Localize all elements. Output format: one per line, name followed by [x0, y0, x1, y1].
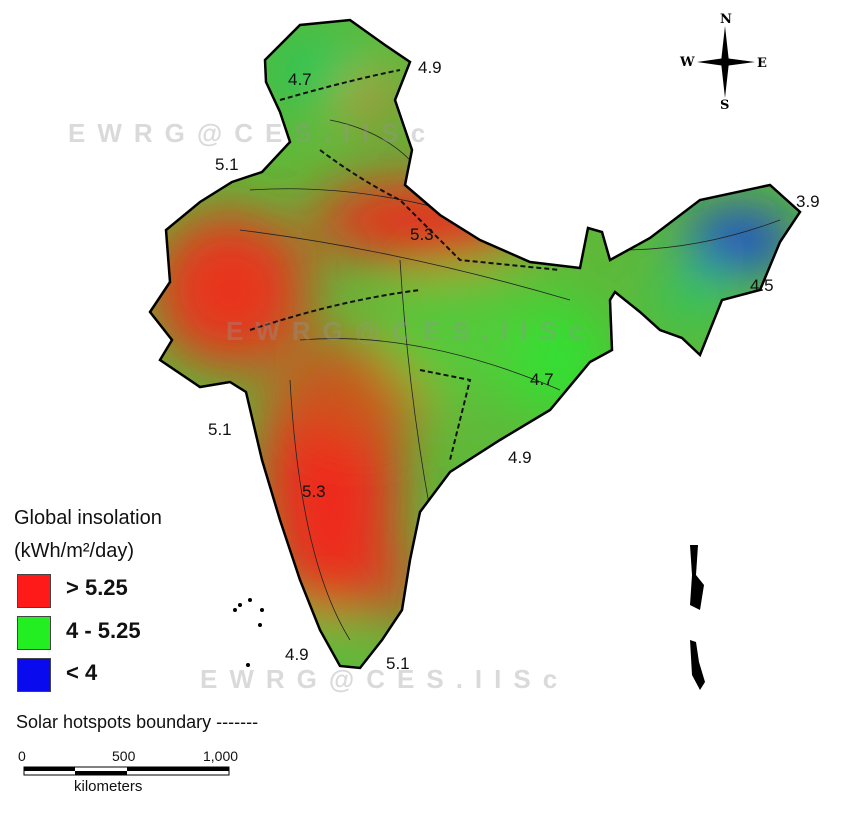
contour-label: 5.3 — [302, 482, 326, 501]
legend-label-low: < 4 — [66, 660, 98, 685]
contour-label: 4.9 — [508, 448, 532, 467]
contour-label: 4.7 — [530, 370, 554, 389]
contour-label: 5.1 — [215, 155, 239, 174]
scale-unit: kilometers — [74, 778, 143, 795]
contour-label: 5.3 — [410, 225, 434, 244]
islands — [233, 545, 705, 690]
scale-tick: 0 — [18, 748, 26, 764]
contour-label: 4.9 — [285, 645, 309, 664]
watermark: EWRG@CES.IISc — [226, 316, 596, 346]
scale-bar — [23, 766, 230, 776]
compass-east: E — [757, 56, 767, 71]
compass-south: S — [720, 98, 730, 113]
compass-west: W — [680, 55, 695, 70]
contour-label: 5.1 — [208, 420, 232, 439]
legend-unit: (kWh/m²/day) — [14, 540, 134, 562]
legend-label-high: > 5.25 — [66, 575, 128, 600]
legend-swatch-high — [17, 574, 51, 608]
legend-swatch-medium — [17, 616, 51, 650]
legend-swatch-low — [17, 658, 51, 692]
contour-label: 3.9 — [796, 192, 820, 211]
legend-title: Global insolation — [14, 507, 162, 529]
hotspot-boundary-legend: Solar hotspots boundary ------- — [16, 712, 259, 732]
contour-label: 5.1 — [386, 654, 410, 673]
contour-label: 4.9 — [418, 58, 442, 77]
scale-tick: 1,000 — [203, 748, 239, 764]
watermark: EWRG@CES.IISc — [200, 664, 570, 694]
compass-rose — [697, 26, 755, 98]
compass-north: N — [720, 12, 732, 27]
contour-label: 4.7 — [288, 70, 312, 89]
watermark: EWRG@CES.IISc — [68, 118, 438, 148]
legend-label-medium: 4 - 5.25 — [66, 618, 141, 643]
contour-label: 4.5 — [750, 276, 774, 295]
scale-tick: 500 — [112, 748, 136, 764]
